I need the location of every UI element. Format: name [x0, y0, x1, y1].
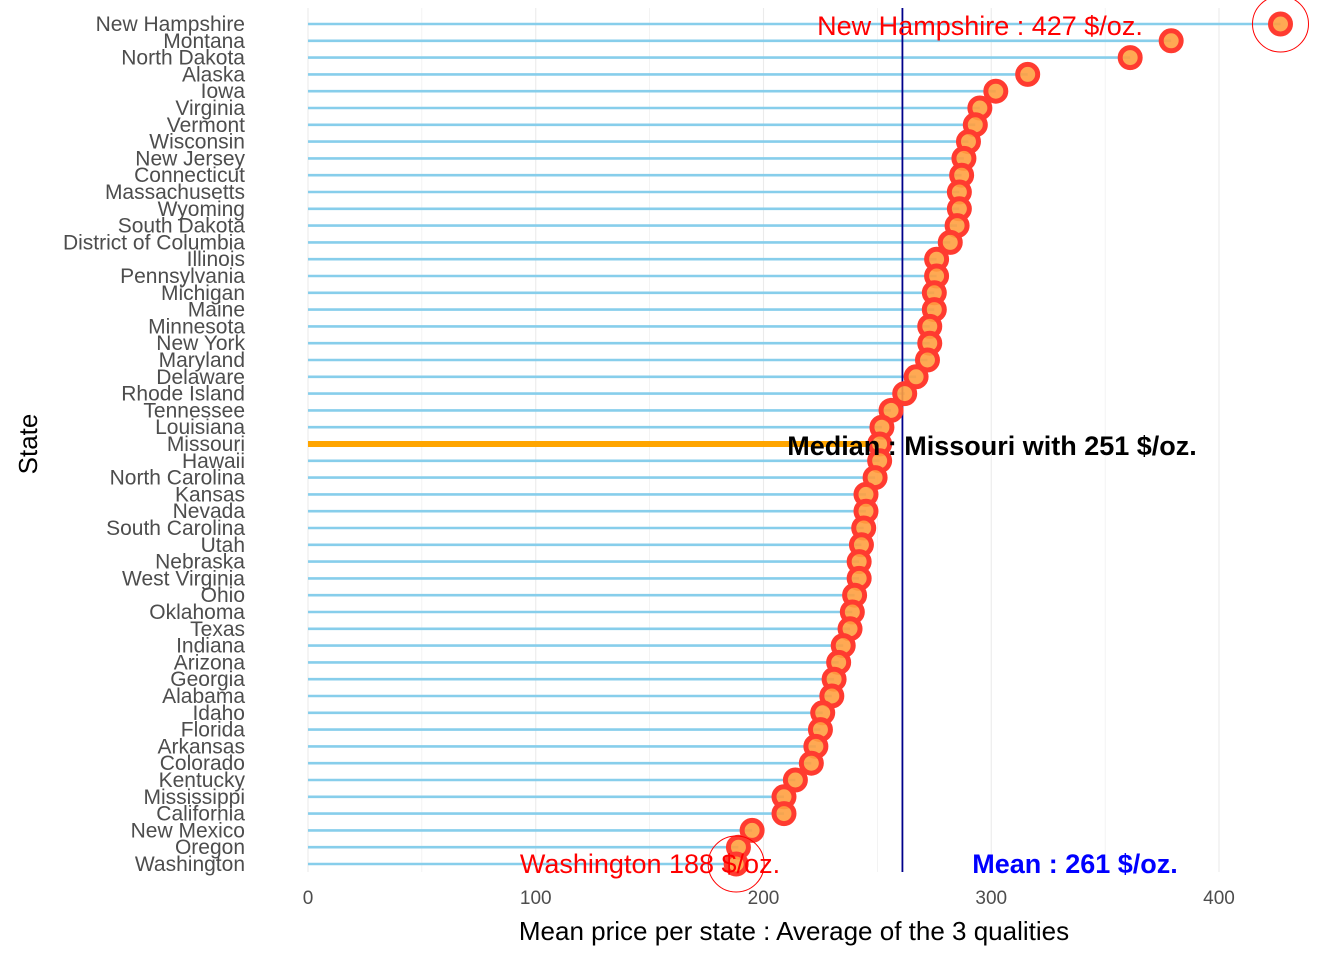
y-tick-label: New Hampshire	[96, 13, 245, 36]
y-tick-label: Nebraska	[155, 551, 245, 574]
y-tick-label: New Mexico	[131, 819, 245, 842]
y-tick-label: Michigan	[161, 282, 245, 305]
y-tick-label: Montana	[163, 30, 245, 53]
x-tick-label: 400	[1203, 888, 1235, 909]
y-tick-label: New Jersey	[135, 147, 245, 170]
y-tick-label: Oklahoma	[149, 601, 245, 624]
x-tick-label: 200	[748, 888, 780, 909]
y-tick-label: Hawaii	[182, 450, 245, 473]
y-tick-label: Missouri	[167, 433, 245, 456]
stems	[308, 22, 1281, 866]
y-tick-label: Florida	[181, 719, 246, 742]
y-tick-label: Minnesota	[148, 315, 245, 338]
y-tick-label: Alaska	[182, 63, 245, 86]
y-tick-label: Iowa	[201, 80, 246, 103]
x-tick-label: 0	[303, 888, 314, 909]
point-washington	[723, 851, 749, 877]
y-tick-label: Mississippi	[143, 786, 245, 809]
y-tick-label: South Dakota	[118, 215, 246, 238]
min-annotation: Washington 188 $/oz.	[520, 849, 780, 879]
point-colorado	[798, 750, 824, 776]
points	[707, 0, 1309, 893]
x-tick-labels: 0 100 200 300 400	[303, 888, 1235, 909]
x-axis-title: Mean price per state : Average of the 3 …	[519, 916, 1069, 946]
y-tick-label: Delaware	[156, 366, 245, 389]
max-highlight-ring	[1252, 0, 1309, 53]
y-tick-label: Arkansas	[157, 735, 245, 758]
y-tick-label: Indiana	[176, 635, 245, 658]
y-tick-label: Utah	[201, 534, 245, 557]
y-tick-label: Wisconsin	[149, 131, 245, 154]
y-tick-label: Connecticut	[134, 164, 245, 187]
y-tick-label: Nevada	[173, 500, 246, 523]
y-tick-label: Illinois	[187, 248, 245, 271]
y-tick-label: Ohio	[201, 584, 245, 607]
y-tick-label: North Dakota	[121, 47, 245, 70]
point-alaska	[1015, 61, 1041, 87]
y-tick-label: District of Columbia	[63, 231, 245, 254]
y-tick-label: Idaho	[192, 702, 245, 725]
point-rhode-island	[892, 381, 918, 407]
y-tick-label: Oregon	[175, 836, 245, 859]
y-tick-label: North Carolina	[110, 467, 246, 490]
point-kentucky	[782, 767, 808, 793]
point-iowa	[983, 78, 1009, 104]
x-tick-label: 300	[975, 888, 1007, 909]
y-tick-label: Alabama	[162, 685, 245, 708]
y-tick-label: Virginia	[175, 97, 245, 120]
y-tick-label: New York	[156, 332, 245, 355]
y-tick-label: South Carolina	[106, 517, 245, 540]
y-tick-label: Louisiana	[155, 416, 245, 439]
x-tick-label: 100	[520, 888, 552, 909]
point-new-hampshire	[1267, 11, 1293, 37]
y-tick-label: Washington	[135, 853, 245, 876]
point-maryland	[914, 347, 940, 373]
median-annotation: Median : Missouri with 251 $/oz.	[787, 431, 1197, 461]
point-montana	[1158, 28, 1184, 54]
point-north-dakota	[1117, 45, 1143, 71]
y-axis-title: State	[13, 414, 43, 475]
mean-annotation: Mean : 261 $/oz.	[972, 849, 1178, 879]
point-delaware	[903, 364, 929, 390]
y-tick-label: Vermont	[167, 114, 245, 137]
y-tick-label: Rhode Island	[121, 383, 245, 406]
y-tick-label: Kentucky	[159, 769, 246, 792]
y-tick-label: Kansas	[175, 483, 245, 506]
y-tick-label: Wyoming	[158, 198, 245, 221]
y-tick-label: California	[156, 803, 245, 826]
y-tick-label: Texas	[190, 618, 245, 641]
point-district-of-columbia	[937, 229, 963, 255]
y-tick-label: Maryland	[159, 349, 245, 372]
y-tick-label: Massachusetts	[105, 181, 245, 204]
y-tick-label: Tennessee	[143, 399, 245, 422]
y-tick-label: Arizona	[174, 651, 246, 674]
max-annotation: New Hampshire : 427 $/oz.	[817, 11, 1143, 41]
y-tick-label: Pennsylvania	[120, 265, 245, 288]
point-california	[771, 801, 797, 827]
y-tick-label: Colorado	[160, 752, 245, 775]
y-tick-label: Maine	[188, 299, 245, 322]
min-highlight-ring	[707, 835, 765, 893]
y-tick-label: Georgia	[170, 668, 245, 691]
y-tick-label: West Virginia	[122, 567, 245, 590]
